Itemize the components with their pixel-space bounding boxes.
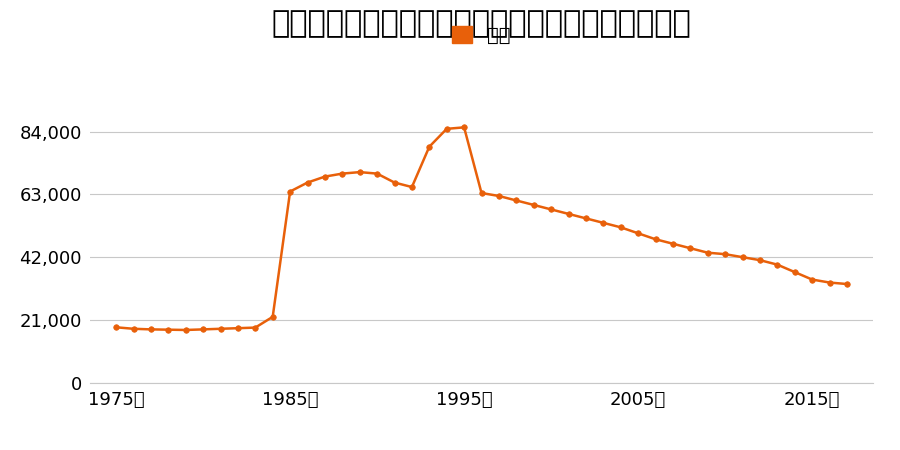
Title: 北海道帯広市東６条南１４丁目１番１５の地価推移: 北海道帯広市東６条南１４丁目１番１５の地価推移 (272, 9, 691, 38)
Legend: 価格: 価格 (445, 18, 518, 53)
